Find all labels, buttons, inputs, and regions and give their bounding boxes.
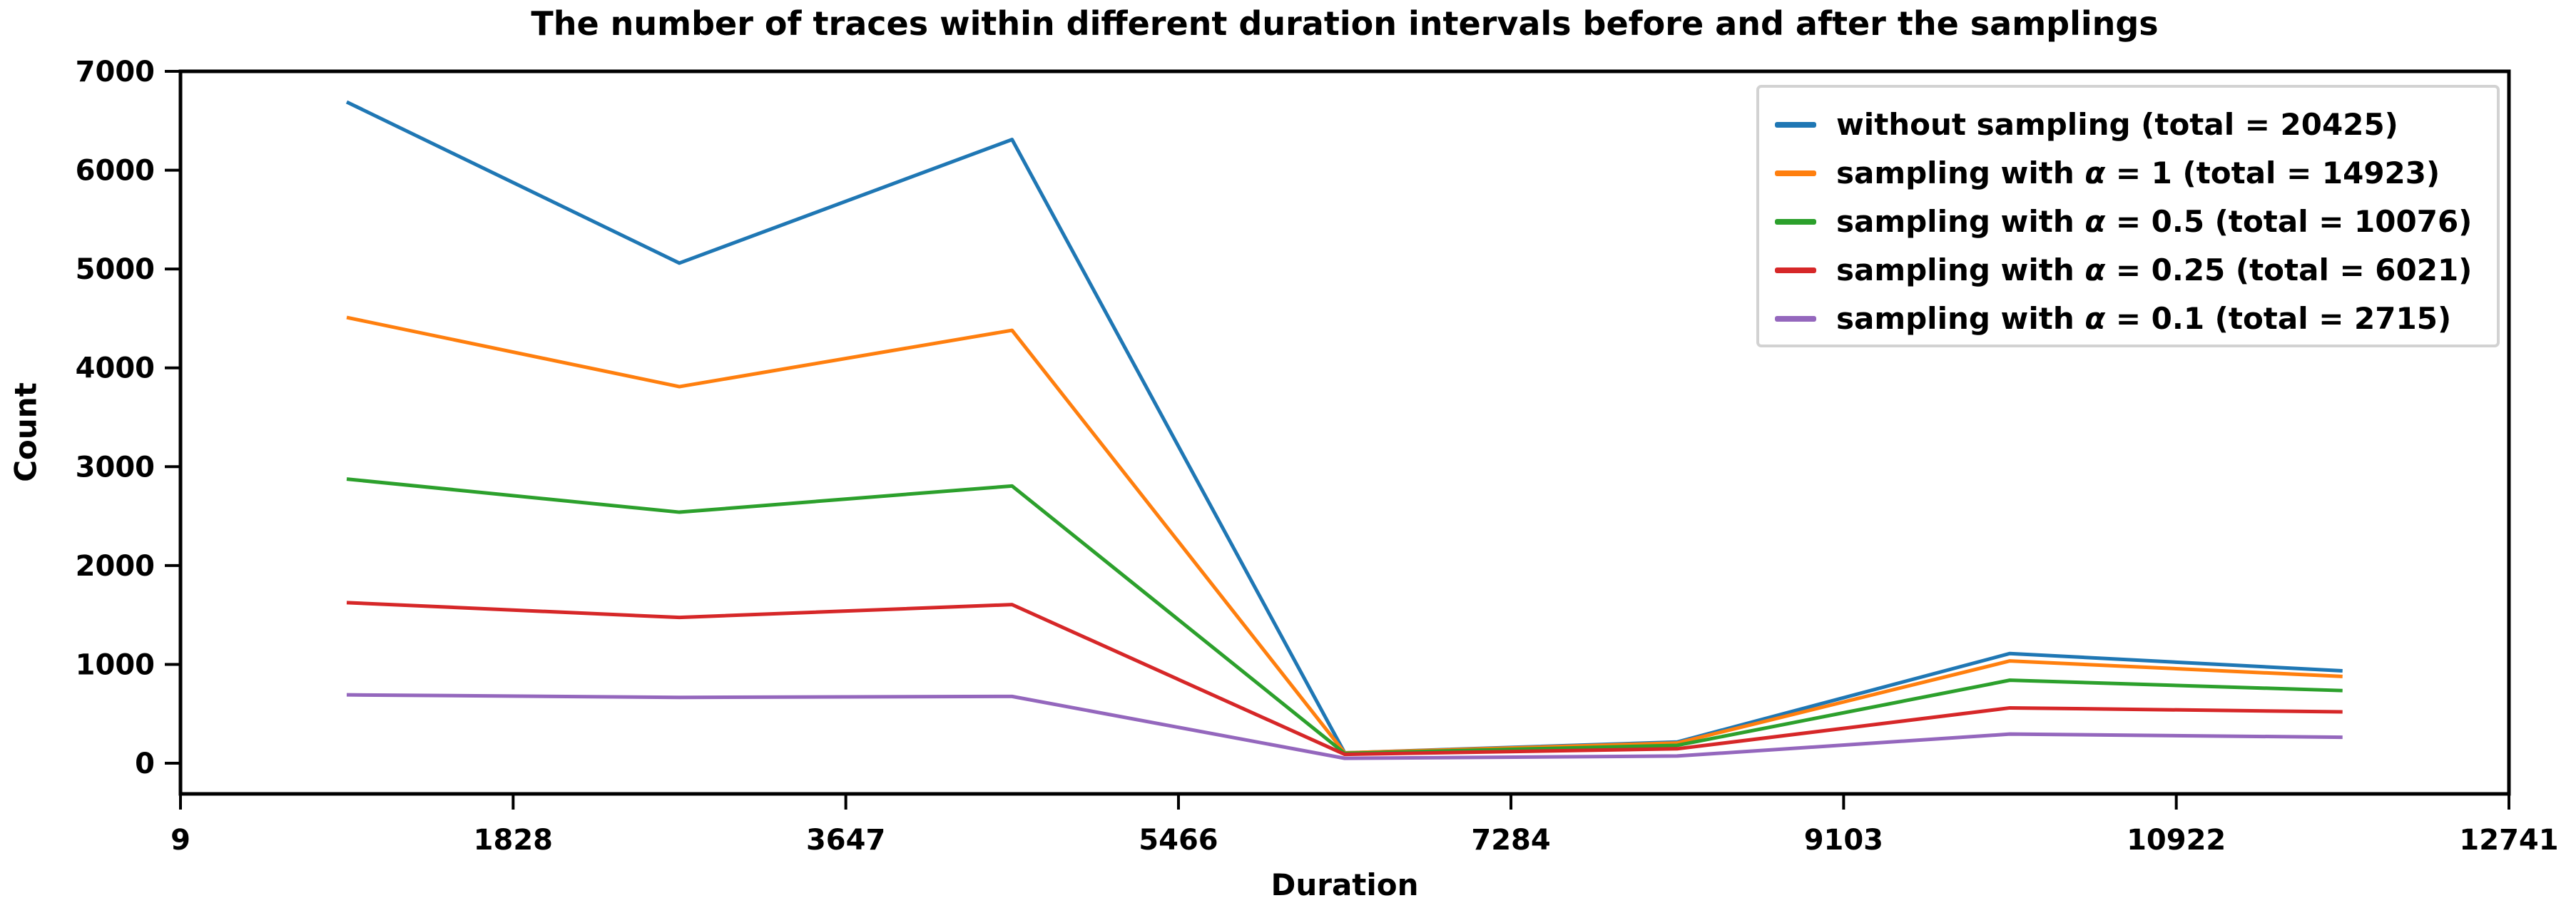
- y-tick-label: 7000: [76, 56, 155, 88]
- x-tick-label: 3647: [806, 824, 885, 857]
- x-tick-label: 1828: [474, 824, 553, 857]
- legend-item: sampling with α = 0.1 (total = 2715): [1775, 295, 2490, 343]
- legend-label: sampling with α = 0.1 (total = 2715): [1836, 301, 2452, 336]
- alpha-symbol: α: [2084, 301, 2106, 336]
- series-line: [347, 693, 2343, 760]
- legend-line-swatch: [1775, 219, 1816, 225]
- alpha-symbol: α: [2084, 204, 2106, 239]
- legend: without sampling (total = 20425) sampling…: [1756, 85, 2500, 347]
- legend-item: without sampling (total = 20425): [1775, 101, 2490, 149]
- series-lines: [345, 100, 2343, 760]
- x-tick-label: 12741: [2459, 824, 2558, 857]
- legend-item: sampling with α = 0.5 (total = 10076): [1775, 198, 2490, 246]
- alpha-symbol: α: [2084, 253, 2106, 287]
- legend-label: without sampling (total = 20425): [1836, 107, 2398, 142]
- x-axis-label: Duration: [1271, 867, 1419, 902]
- series-line: [346, 601, 2343, 757]
- y-tick-label: 0: [135, 748, 155, 780]
- legend-item: sampling with α = 1 (total = 14923): [1775, 149, 2490, 198]
- y-tick-label: 4000: [76, 352, 155, 385]
- legend-label: sampling with α = 0.5 (total = 10076): [1836, 204, 2473, 239]
- alpha-symbol: α: [2084, 155, 2106, 190]
- x-tick-label: 9: [170, 824, 190, 857]
- legend-item: sampling with α = 0.25 (total = 6021): [1775, 246, 2490, 295]
- y-tick-label: 5000: [76, 253, 155, 286]
- legend-line-swatch: [1775, 170, 1816, 176]
- y-tick-label: 2000: [76, 550, 155, 583]
- y-tick-label: 3000: [76, 451, 155, 484]
- x-tick-label: 9103: [1804, 824, 1883, 857]
- legend-line-swatch: [1775, 267, 1816, 273]
- chart-title: The number of traces within different du…: [531, 4, 2159, 43]
- legend-line-swatch: [1775, 122, 1816, 128]
- legend-line-swatch: [1775, 316, 1816, 322]
- y-tick-label: 6000: [76, 155, 155, 188]
- legend-label: sampling with α = 1 (total = 14923): [1836, 155, 2440, 190]
- x-tick-label: 10922: [2127, 824, 2226, 857]
- series-line: [346, 315, 2343, 755]
- x-tick-label: 7284: [1471, 824, 1550, 857]
- y-tick-label: 1000: [76, 648, 155, 681]
- legend-label: sampling with α = 0.25 (total = 6021): [1836, 253, 2473, 287]
- axes: 0 1000 2000 3000 4000 5000 6000 7000 9 1828 3647 54…: [76, 56, 2559, 857]
- plot-frame: [178, 69, 2511, 796]
- x-tick-label: 5466: [1139, 824, 1218, 857]
